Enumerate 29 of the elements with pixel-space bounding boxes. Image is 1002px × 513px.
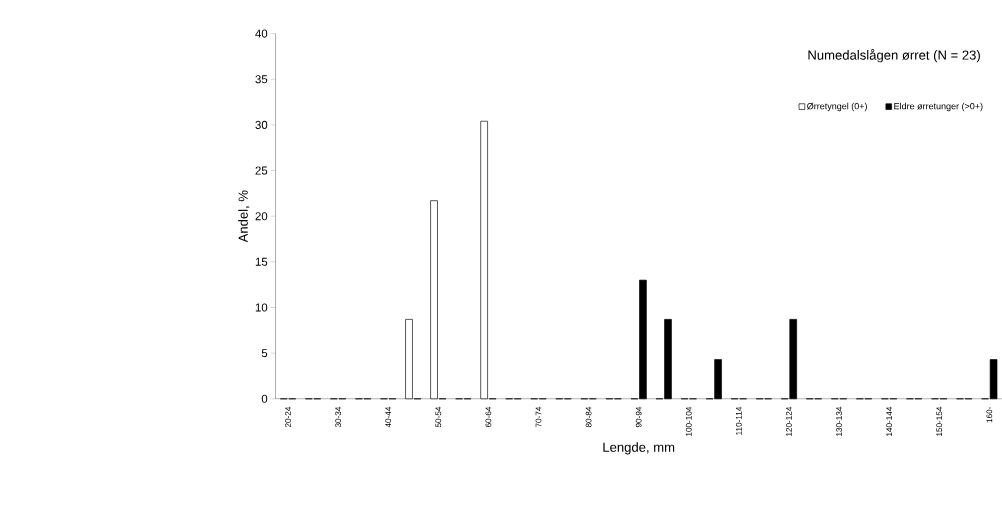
y-tick-label: 25	[255, 166, 268, 175]
x-tick-label: 90-94	[635, 406, 642, 428]
x-tick-label: 70-74	[535, 406, 542, 428]
y-tick-label: 15	[255, 257, 268, 266]
y-tick-label: 40	[255, 29, 268, 38]
x-axis-title: Lengde, mm	[603, 442, 675, 455]
x-tick-label: 110-114	[735, 406, 742, 435]
x-tick-label: 40-44	[385, 406, 392, 428]
x-tick-label: 130-134	[836, 406, 842, 437]
x-tick-label: 50-54	[435, 406, 442, 428]
x-tick-label: 100-104	[685, 406, 692, 437]
x-tick-label: 30-34	[335, 406, 342, 428]
y-tick-label: 20	[255, 212, 268, 221]
y-axis-title: Andel, %	[238, 190, 250, 243]
x-tick-label: 160-	[986, 407, 993, 423]
x-tick-label: 150-154	[936, 406, 943, 437]
x-tick-label: 20-24	[285, 406, 291, 428]
x-tick-label: 140-144	[886, 406, 893, 437]
text: Numedalslågen ørret (N = 23)	[808, 49, 980, 63]
legend-label: Eldre ørretunger (>0+)	[894, 102, 983, 112]
x-tick-label: 120-124	[786, 406, 792, 437]
legend-label: Ørretyngel (0+)	[807, 102, 867, 112]
y-tick-label: 0	[261, 394, 268, 403]
y-tick-label: 30	[255, 120, 268, 129]
y-tick-label: 5	[261, 349, 268, 358]
y-tick-label: 35	[255, 75, 268, 84]
y-tick-label: 10	[255, 303, 268, 312]
x-tick-label: 60-64	[485, 406, 492, 428]
x-tick-label: 80-84	[585, 406, 592, 428]
